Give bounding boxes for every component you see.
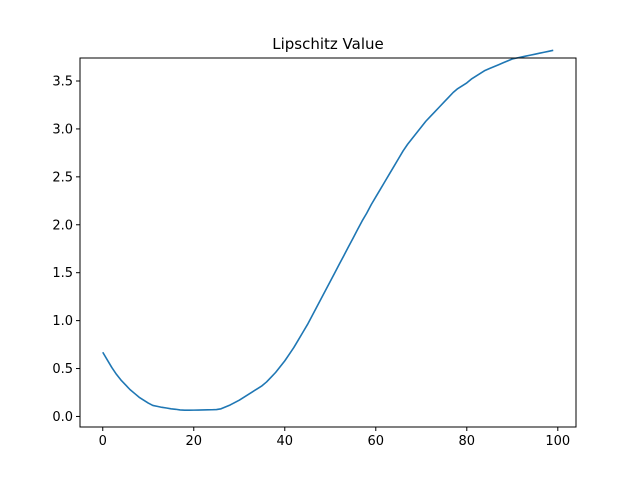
x-tick-label: 40: [276, 434, 293, 449]
axes-frame: [79, 57, 577, 428]
x-tick-label: 100: [545, 434, 570, 449]
plot-area: 0 20 40 60 80 100 0.0 0.5 1.0 1.5 2.0 2.5 3.0 3.5: [52, 49, 577, 449]
x-tick-label: 80: [459, 434, 476, 449]
chart-title: Lipschitz Value: [272, 35, 384, 53]
y-tick-label: 3.0: [52, 122, 73, 137]
y-tick-label: 1.5: [52, 266, 73, 281]
y-tick-label: 0.0: [52, 410, 73, 425]
y-tick-label: 2.5: [52, 170, 73, 185]
x-tick-label: 0: [99, 434, 107, 449]
y-tick-label: 0.5: [52, 362, 73, 377]
y-tick-label: 1.0: [52, 314, 73, 329]
y-tick-label: 2.0: [52, 218, 73, 233]
series-line-0: [102, 49, 554, 412]
y-tick-label: 3.5: [52, 75, 73, 90]
x-tick-label: 20: [185, 434, 202, 449]
x-tick-label: 60: [368, 434, 385, 449]
